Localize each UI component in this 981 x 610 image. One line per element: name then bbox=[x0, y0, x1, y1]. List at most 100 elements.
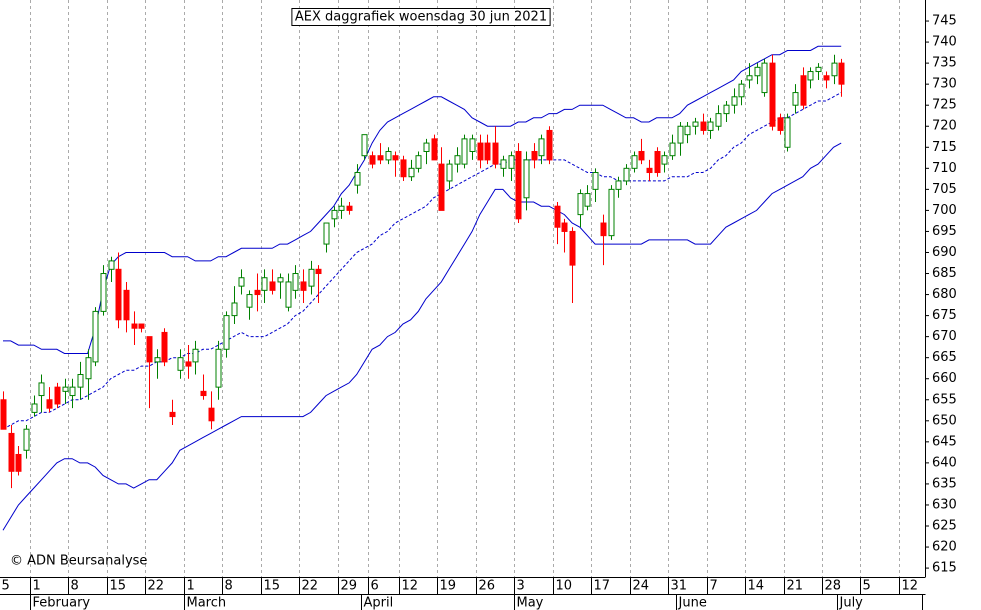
x-tick-label: 8 bbox=[71, 579, 79, 594]
x-tick-label: 22 bbox=[302, 579, 319, 594]
candle-body bbox=[154, 357, 161, 363]
candle-body bbox=[231, 302, 238, 317]
candle-body bbox=[8, 432, 15, 472]
month-label: July bbox=[839, 596, 864, 610]
x-tick-label: 12 bbox=[902, 579, 919, 594]
y-tick-label: 730 bbox=[932, 77, 957, 92]
candle-body bbox=[769, 62, 776, 127]
candle-body bbox=[700, 121, 707, 131]
x-tick-label: 6 bbox=[371, 579, 379, 594]
x-tick-label: 21 bbox=[787, 579, 804, 594]
candle-body bbox=[515, 150, 522, 220]
candle-body bbox=[69, 386, 76, 397]
candle-body bbox=[477, 142, 484, 161]
y-tick-label: 670 bbox=[932, 329, 957, 344]
x-tick-label: 28 bbox=[825, 579, 842, 594]
y-tick-label: 680 bbox=[932, 287, 957, 302]
candle-body bbox=[169, 411, 176, 418]
candle-body bbox=[254, 289, 261, 296]
month-label: February bbox=[33, 596, 91, 610]
x-tick-label: 26 bbox=[479, 579, 496, 594]
y-tick-label: 675 bbox=[932, 308, 957, 323]
y-tick-label: 740 bbox=[932, 35, 957, 50]
candle-body bbox=[823, 75, 830, 81]
copyright: © ADN Beursanalyse bbox=[10, 554, 147, 569]
candle-body bbox=[331, 209, 338, 220]
candle-body bbox=[354, 172, 361, 186]
candle-body bbox=[715, 113, 722, 127]
candle-body bbox=[377, 155, 384, 161]
y-tick-label: 700 bbox=[932, 203, 957, 218]
month-label: May bbox=[517, 596, 544, 610]
candle-body bbox=[508, 155, 515, 169]
candle-body bbox=[54, 386, 61, 405]
candle-body bbox=[546, 129, 553, 161]
candle-body bbox=[600, 222, 607, 237]
candle-body bbox=[261, 277, 268, 291]
candle-body bbox=[100, 273, 107, 312]
candles bbox=[0, 54, 845, 489]
y-tick-label: 695 bbox=[932, 224, 957, 239]
candle-body bbox=[115, 268, 122, 321]
y-tick-label: 720 bbox=[932, 119, 957, 134]
candle-body bbox=[554, 205, 561, 228]
candle-body bbox=[654, 150, 661, 174]
y-tick-label: 660 bbox=[932, 371, 957, 386]
candle-body bbox=[146, 336, 153, 363]
candle-body bbox=[661, 155, 668, 165]
candle-body bbox=[561, 222, 568, 232]
candle-body bbox=[62, 386, 69, 392]
candle-body bbox=[792, 92, 799, 106]
month-label: June bbox=[678, 596, 707, 610]
candle-body bbox=[269, 281, 276, 291]
x-tick-label: 1 bbox=[33, 579, 41, 594]
candle-body bbox=[85, 357, 92, 380]
x-tick-label: 14 bbox=[748, 579, 765, 594]
candle-body bbox=[400, 159, 407, 178]
chart-title: AEX daggrafiek woensdag 30 jun 2021 bbox=[295, 10, 547, 25]
candle-body bbox=[223, 315, 230, 350]
y-tick-label: 710 bbox=[932, 161, 957, 176]
candle-body bbox=[446, 163, 453, 182]
candle-body bbox=[92, 310, 99, 363]
candle-body bbox=[38, 382, 45, 397]
candle-body bbox=[369, 155, 376, 165]
candle-body bbox=[784, 117, 791, 148]
candle-body bbox=[185, 361, 192, 367]
x-tick-label: 31 bbox=[671, 579, 688, 594]
candle-body bbox=[592, 172, 599, 190]
x-tick-label: 12 bbox=[402, 579, 419, 594]
x-tick-label: 15 bbox=[110, 579, 127, 594]
candle-body bbox=[292, 273, 299, 291]
candle-body bbox=[123, 289, 130, 321]
candle-body bbox=[300, 281, 307, 291]
x-tick-label: 17 bbox=[594, 579, 611, 594]
candle-body bbox=[677, 125, 684, 144]
candle-body bbox=[723, 104, 730, 115]
candle-body bbox=[423, 142, 430, 152]
x-tick-label: 29 bbox=[341, 579, 358, 594]
x-tick-label: 5 bbox=[863, 579, 871, 594]
candle-body bbox=[646, 167, 653, 174]
y-tick-label: 655 bbox=[932, 392, 957, 407]
candle-body bbox=[338, 205, 345, 211]
y-tick-label: 745 bbox=[932, 14, 957, 29]
candle-body bbox=[31, 403, 38, 413]
candle-body bbox=[492, 142, 499, 165]
bands bbox=[2, 45, 842, 531]
candle-body bbox=[684, 125, 691, 136]
band-line bbox=[3, 45, 842, 354]
candle-body bbox=[131, 323, 138, 329]
y-tick-label: 735 bbox=[932, 56, 957, 71]
candle-body bbox=[208, 407, 215, 422]
candle-body bbox=[15, 453, 22, 472]
candle-body bbox=[569, 230, 576, 266]
candle-body bbox=[807, 71, 814, 81]
candle-body bbox=[461, 138, 468, 165]
candle-body bbox=[754, 66, 761, 77]
candle-body bbox=[538, 138, 545, 157]
candle-body bbox=[308, 268, 315, 287]
candle-body bbox=[577, 193, 584, 216]
